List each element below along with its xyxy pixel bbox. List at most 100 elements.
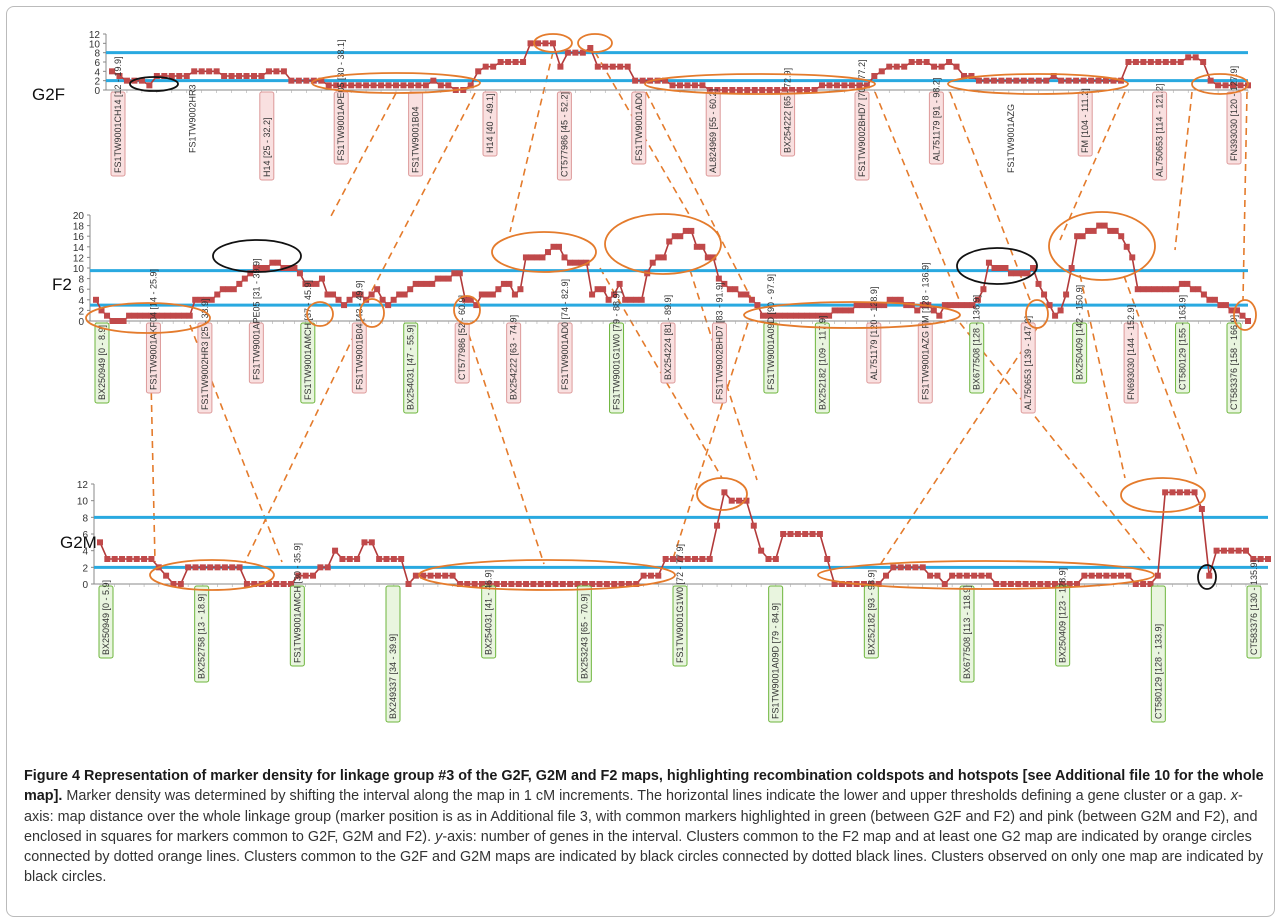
cluster-link-17	[959, 322, 1151, 561]
marker-label-box	[194, 585, 210, 683]
density-point	[385, 302, 392, 309]
marker-label-box	[300, 322, 316, 404]
density-point	[273, 68, 280, 75]
density-point	[185, 564, 192, 571]
marker-label: FS1TW9001AD0 [74 - 82.9]	[560, 279, 570, 390]
density-point	[750, 522, 757, 529]
y-tick-label: 6	[78, 285, 84, 296]
density-point	[841, 82, 848, 89]
density-point	[919, 564, 926, 571]
density-point	[126, 312, 133, 319]
marker-label: FS1TW9001G1W0 [72 - 77.9]	[675, 544, 685, 663]
density-point	[495, 286, 502, 293]
density-point	[765, 312, 772, 319]
density-point	[352, 291, 359, 298]
panel-title: G2M	[60, 533, 97, 552]
density-point	[148, 556, 155, 562]
density-point	[1228, 307, 1235, 314]
density-point	[544, 249, 551, 256]
density-point	[1230, 82, 1237, 89]
density-point	[341, 302, 348, 309]
density-point	[980, 286, 987, 293]
density-point	[339, 556, 346, 562]
density-point	[622, 296, 629, 303]
density-point	[207, 564, 214, 571]
marker-label: BX250409 [123 - 128.9]	[1058, 568, 1068, 663]
density-point	[901, 63, 908, 70]
density-point	[594, 286, 601, 293]
density-point	[1013, 77, 1020, 84]
density-point	[1222, 82, 1229, 89]
density-point	[440, 275, 447, 282]
density-point	[1044, 581, 1051, 587]
density-point	[126, 556, 133, 562]
density-point	[776, 312, 783, 319]
density-point	[335, 296, 342, 303]
y-tick-label: 10	[89, 39, 101, 50]
density-point	[1096, 572, 1103, 579]
density-point	[732, 286, 739, 293]
density-point	[781, 312, 788, 319]
marker-labels: FS1TW9001CH14 [12 - 19.9] FS1TW9002HR3 H14…	[110, 39, 1242, 181]
density-point	[1195, 286, 1202, 293]
density-point	[357, 291, 364, 298]
density-point	[1118, 572, 1125, 579]
marker-label-box	[385, 585, 401, 723]
density-point	[302, 280, 309, 287]
cluster-link-8	[1174, 91, 1193, 251]
caption-title: Figure 4 Representation of marker densit…	[24, 768, 1264, 805]
density-point	[826, 312, 833, 319]
density-point	[131, 312, 138, 319]
density-point	[897, 564, 904, 571]
density-point	[669, 556, 676, 562]
density-point	[265, 68, 272, 75]
density-point	[104, 556, 111, 562]
density-point	[971, 572, 978, 579]
density-point	[983, 77, 990, 84]
density-point	[1170, 59, 1177, 65]
density-point	[666, 238, 673, 245]
density-point	[1185, 54, 1192, 61]
density-point	[856, 82, 863, 89]
density-point	[721, 87, 728, 93]
density-point	[660, 254, 667, 261]
y-tick-label: 6	[82, 530, 88, 541]
density-point	[1213, 547, 1220, 554]
density-point	[1132, 59, 1139, 65]
y-tick-label: 12	[89, 30, 101, 41]
density-point	[578, 259, 585, 266]
density-point	[192, 296, 199, 303]
density-point	[296, 270, 303, 277]
density-point	[1059, 581, 1066, 587]
density-point	[688, 227, 695, 234]
density-point	[1030, 265, 1037, 271]
density-point	[1019, 270, 1026, 277]
density-point	[528, 254, 535, 261]
density-point	[420, 572, 427, 579]
marker-label-box	[814, 322, 830, 414]
marker-label-box	[672, 585, 688, 667]
density-point	[523, 581, 530, 587]
density-point	[163, 572, 170, 579]
density-point	[589, 581, 596, 587]
density-point	[781, 87, 788, 93]
density-point	[324, 564, 331, 571]
marker-label: BX254031 [41 - 46.9]	[484, 570, 494, 655]
density-point	[545, 581, 552, 587]
density-point	[684, 556, 691, 562]
density-point	[820, 312, 827, 319]
density-point	[119, 556, 126, 562]
density-point	[714, 87, 721, 93]
density-point	[288, 77, 295, 84]
density-point	[191, 68, 198, 75]
density-point	[429, 280, 436, 287]
density-point	[587, 45, 594, 51]
density-point	[1028, 77, 1035, 84]
density-point	[313, 280, 320, 287]
density-point	[1005, 77, 1012, 84]
orange-cluster-circle	[533, 33, 573, 53]
density-point	[1015, 581, 1022, 587]
density-point	[699, 82, 706, 89]
density-point	[153, 312, 160, 319]
marker-label: FS1TW9001AZG	[1006, 104, 1016, 173]
